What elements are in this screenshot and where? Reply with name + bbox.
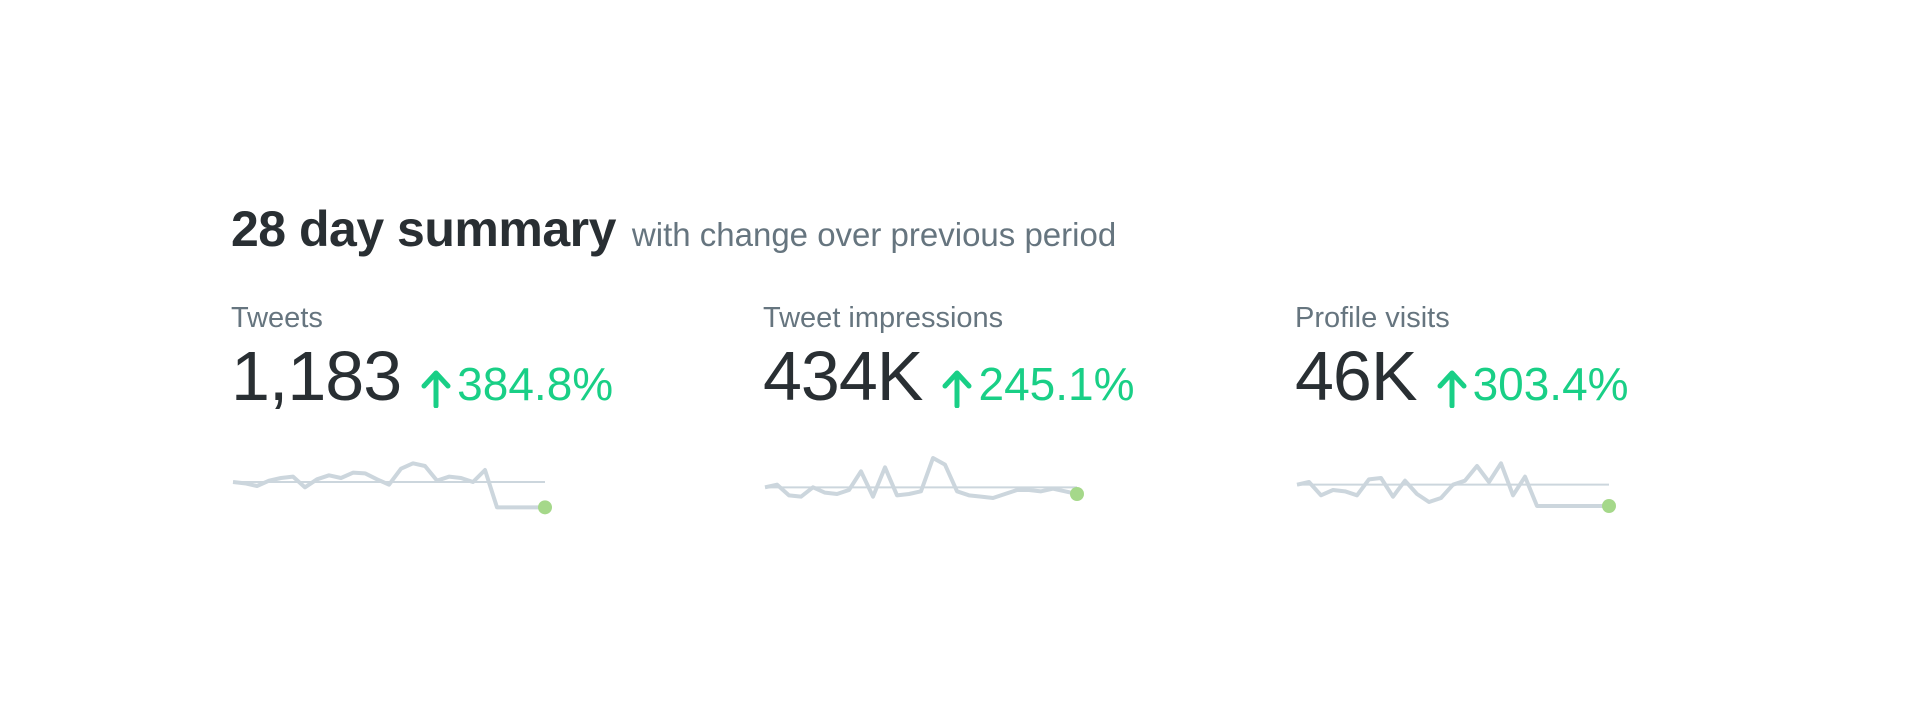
metric-change-value: 245.1% bbox=[978, 358, 1135, 410]
metric-label: Tweet impressions bbox=[763, 302, 1004, 334]
metric-value-row: 434K 245.1% bbox=[763, 338, 1263, 414]
metrics-row: Tweets 1,183 384.8% Tweet impressions 43… bbox=[231, 302, 1731, 542]
metric-change-value: 384.8% bbox=[457, 358, 614, 410]
metric-change-value: 303.4% bbox=[1472, 358, 1629, 410]
sparkline-endpoint bbox=[538, 500, 552, 515]
metric-label: Profile visits bbox=[1295, 302, 1450, 334]
metric-profile-visits: Profile visits 46K 303.4% bbox=[1295, 302, 1795, 524]
metric-value-row: 1,183 384.8% bbox=[231, 338, 731, 414]
metric-label: Tweets bbox=[231, 302, 323, 334]
up-arrow-icon bbox=[942, 370, 972, 408]
metric-tweets: Tweets 1,183 384.8% bbox=[231, 302, 731, 524]
metric-value: 46K bbox=[1295, 337, 1418, 415]
metric-value-row: 46K 303.4% bbox=[1295, 338, 1795, 414]
sparkline-line bbox=[764, 456, 1078, 500]
summary-title: 28 day summary bbox=[231, 201, 616, 257]
metric-change: 303.4% bbox=[1435, 357, 1629, 411]
up-arrow-icon bbox=[421, 370, 451, 408]
sparkline-chart bbox=[1296, 461, 1616, 513]
summary-subtitle: with change over previous period bbox=[631, 216, 1117, 253]
sparkline-endpoint bbox=[1070, 487, 1084, 501]
sparkline-line bbox=[1296, 461, 1609, 508]
metric-tweet-impressions: Tweet impressions 434K 245.1% bbox=[763, 302, 1263, 524]
sparkline-chart bbox=[764, 456, 1084, 501]
sparkline-endpoint bbox=[1602, 499, 1616, 513]
metric-value: 434K bbox=[763, 337, 923, 415]
summary-header: 28 day summary with change over previous… bbox=[231, 200, 1731, 258]
up-arrow-icon bbox=[1437, 370, 1467, 408]
metric-value: 1,183 bbox=[231, 337, 402, 415]
summary-section: 28 day summary with change over previous… bbox=[231, 200, 1731, 542]
sparkline-chart bbox=[232, 461, 552, 515]
metric-change: 245.1% bbox=[940, 357, 1135, 411]
sparkline-line bbox=[232, 461, 545, 510]
metric-change: 384.8% bbox=[419, 357, 613, 411]
